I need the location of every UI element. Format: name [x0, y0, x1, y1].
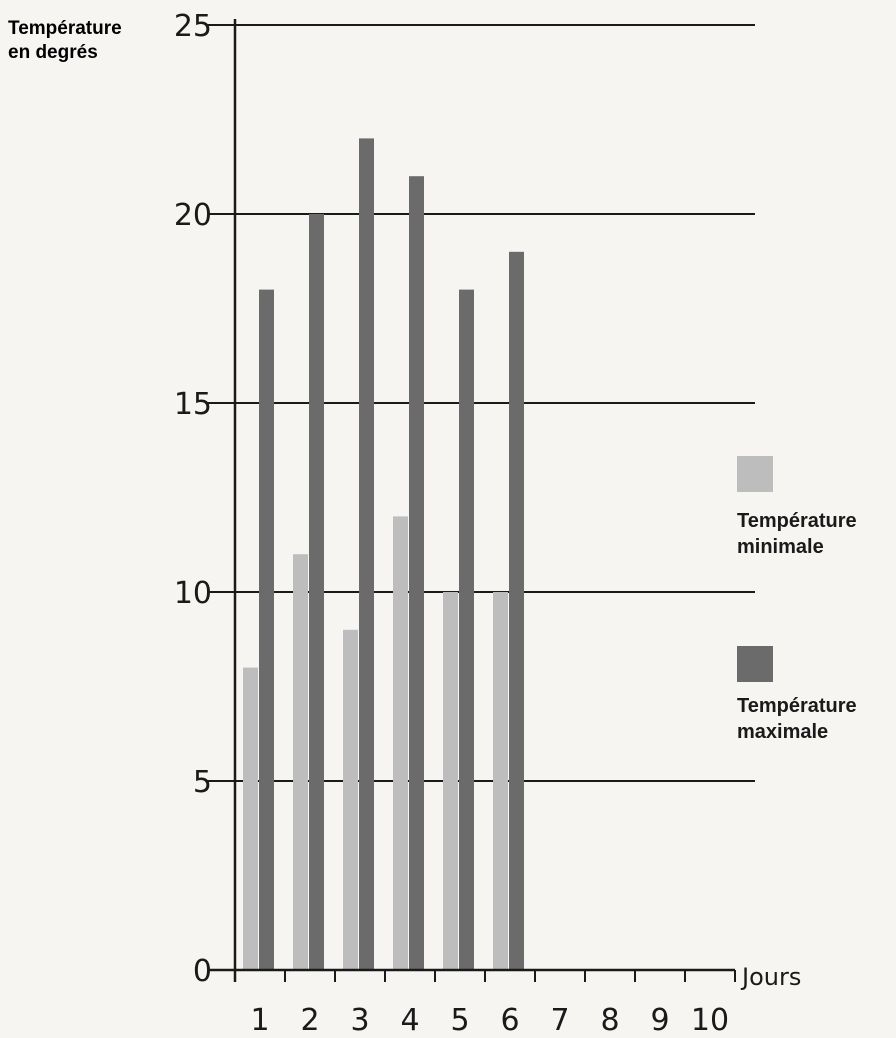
bar: [259, 289, 274, 971]
y-tick-label: 5: [193, 765, 212, 800]
x-tick-label: 3: [350, 1003, 369, 1038]
y-axis-label-line-1: Température: [8, 18, 122, 39]
bar: [243, 667, 258, 970]
legend: Température minimale Température maximal…: [737, 456, 857, 743]
y-axis-label-line-2: en degrés: [8, 42, 98, 63]
y-tick-labels: 0 5 10 15 20 25: [174, 9, 212, 989]
x-tick-label: 4: [400, 1003, 419, 1038]
y-tick-label: 20: [174, 198, 212, 233]
y-tick-label: 25: [174, 9, 212, 44]
x-tick-label: 8: [600, 1003, 619, 1038]
legend-label-min-line-2: minimale: [737, 536, 824, 558]
bar: [393, 516, 408, 970]
x-tick-label: 7: [550, 1003, 569, 1038]
y-tick-label: 0: [193, 954, 212, 989]
bar: [309, 214, 324, 970]
bar: [459, 289, 474, 971]
legend-label-min-line-1: Température: [737, 510, 857, 532]
legend-label-max-line-1: Température: [737, 695, 857, 717]
x-axis-label: Jours: [740, 963, 801, 991]
bar: [509, 251, 524, 971]
x-tick-label: 5: [450, 1003, 469, 1038]
x-tick-label: 2: [300, 1003, 319, 1038]
gridlines: [207, 24, 755, 782]
bar: [359, 138, 374, 970]
bar: [443, 592, 458, 970]
bars: [243, 138, 524, 971]
legend-swatch-min: [737, 456, 773, 492]
x-tick-label: 1: [250, 1003, 269, 1038]
x-tick-label: 10: [691, 1003, 729, 1038]
legend-label-max-line-2: maximale: [737, 721, 828, 743]
x-tick-label: 6: [500, 1003, 519, 1038]
bar: [343, 629, 358, 970]
x-tick-label: 9: [650, 1003, 669, 1038]
y-tick-label: 10: [174, 576, 212, 611]
legend-swatch-max: [737, 646, 773, 682]
axes: [207, 19, 736, 982]
bar: [493, 592, 508, 970]
x-tick-labels: 1 2 3 4 5 6 7 8 9 10: [250, 1003, 729, 1038]
y-tick-label: 15: [174, 387, 212, 422]
bar: [409, 176, 424, 970]
bar: [293, 554, 308, 970]
